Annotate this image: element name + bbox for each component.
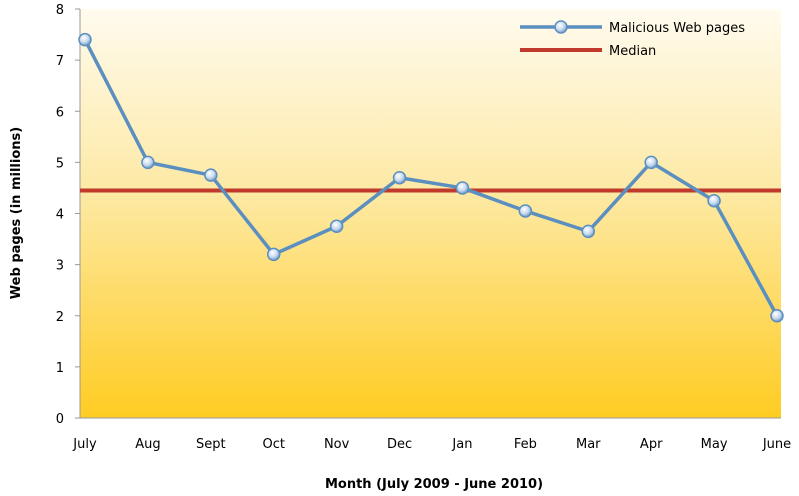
- y-tick-label: 7: [56, 54, 64, 69]
- legend-label-series: Malicious Web pages: [609, 21, 745, 36]
- y-tick-label: 5: [56, 156, 64, 171]
- data-point-jan: [455, 181, 470, 195]
- y-axis-ticks: 0 1 2 3 4 5 6 7 8: [56, 3, 80, 427]
- y-tick-label: 1: [56, 361, 64, 376]
- data-point-may: [707, 193, 721, 208]
- series-line-malicious-web-pages: [83, 38, 779, 317]
- x-tick-label: Apr: [640, 437, 663, 452]
- x-tick-label: July: [72, 437, 97, 452]
- data-point-oct: [266, 247, 281, 262]
- x-axis-title: Month (July 2009 - June 2010): [325, 477, 543, 492]
- y-tick-label: 0: [56, 412, 64, 427]
- x-tick-label: Sept: [196, 437, 226, 452]
- x-tick-label: Aug: [135, 437, 160, 452]
- plot-area: [80, 9, 781, 418]
- x-tick-label: Dec: [387, 437, 412, 452]
- data-point-sept: [204, 168, 218, 182]
- legend: Malicious Web pages Median: [520, 20, 745, 59]
- y-axis-title: Web pages (in millions): [9, 127, 24, 299]
- y-tick-label: 4: [56, 208, 64, 223]
- data-point-apr: [644, 155, 658, 170]
- x-tick-label: Feb: [514, 437, 537, 452]
- x-tick-label: Mar: [576, 437, 601, 452]
- y-tick-label: 2: [56, 310, 64, 325]
- data-point-feb: [518, 204, 533, 218]
- data-point-aug: [141, 155, 155, 170]
- data-point-july: [78, 32, 92, 47]
- x-tick-label: Nov: [324, 437, 350, 452]
- x-tick-label: May: [701, 437, 728, 452]
- legend-marker-series: [554, 20, 568, 34]
- legend-label-median: Median: [609, 44, 656, 59]
- y-tick-label: 3: [56, 259, 64, 274]
- x-tick-label: June: [762, 437, 791, 452]
- x-tick-label: Oct: [262, 437, 284, 452]
- y-tick-label: 8: [56, 3, 64, 18]
- y-tick-label: 6: [56, 105, 64, 120]
- data-point-june: [770, 309, 784, 323]
- x-axis-ticks: July Aug Sept Oct Nov Dec Jan Feb Mar Apr May June: [72, 437, 791, 452]
- data-point-dec: [392, 170, 407, 185]
- x-tick-label: Jan: [451, 437, 472, 452]
- data-point-nov: [329, 219, 344, 234]
- data-point-mar: [581, 224, 596, 239]
- series-markers: [78, 32, 784, 323]
